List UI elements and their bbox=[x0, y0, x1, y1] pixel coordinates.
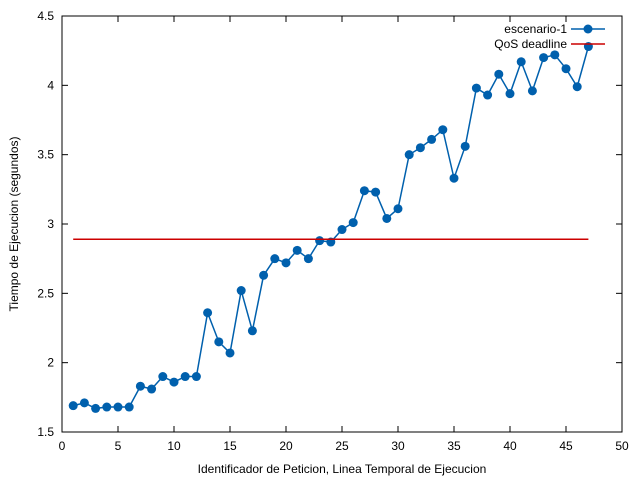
data-point bbox=[404, 150, 414, 160]
legend-swatch-marker bbox=[583, 24, 593, 34]
x-tick-label: 10 bbox=[167, 439, 181, 453]
x-tick-label: 45 bbox=[559, 439, 573, 453]
data-point bbox=[91, 403, 101, 413]
data-point bbox=[371, 187, 381, 197]
data-point bbox=[483, 90, 493, 100]
legend-label: QoS deadline bbox=[494, 37, 567, 51]
y-axis-label: Tiempo de Ejecucion (segundos) bbox=[7, 137, 21, 312]
data-point bbox=[315, 236, 325, 246]
data-point bbox=[303, 254, 313, 264]
x-tick-label: 30 bbox=[391, 439, 405, 453]
y-tick-label: 3.5 bbox=[37, 148, 54, 162]
tick-labels: 0 5 10 15 20 25 30 35 40 45 50 1.5 2 2.5 3 3.5 4 4.5 bbox=[37, 9, 629, 453]
data-point bbox=[225, 348, 235, 358]
data-point bbox=[259, 270, 269, 280]
x-tick-label: 20 bbox=[279, 439, 293, 453]
data-point bbox=[471, 83, 481, 93]
axes-ticks bbox=[61, 15, 623, 433]
y-tick-label: 4 bbox=[47, 78, 54, 92]
x-tick-label: 40 bbox=[503, 439, 517, 453]
data-point bbox=[539, 53, 549, 63]
data-point bbox=[102, 402, 112, 412]
data-point bbox=[203, 308, 213, 318]
data-point bbox=[180, 372, 190, 382]
data-point bbox=[113, 402, 123, 412]
data-point bbox=[281, 258, 291, 268]
data-point bbox=[79, 398, 89, 408]
data-point bbox=[124, 402, 134, 412]
data-point bbox=[550, 50, 560, 60]
plot-frame bbox=[61, 15, 623, 433]
data-point bbox=[270, 254, 280, 264]
data-point bbox=[393, 204, 403, 214]
plot-series bbox=[68, 42, 593, 413]
data-point bbox=[494, 69, 504, 79]
data-point bbox=[572, 82, 582, 92]
data-point bbox=[516, 57, 526, 67]
data-point bbox=[214, 337, 224, 347]
data-point bbox=[191, 372, 201, 382]
y-tick-label: 4.5 bbox=[37, 9, 54, 23]
data-point bbox=[427, 134, 437, 144]
data-point bbox=[415, 143, 425, 153]
data-point bbox=[247, 326, 257, 336]
y-tick-label: 1.5 bbox=[37, 425, 54, 439]
y-tick-label: 2.5 bbox=[37, 286, 54, 300]
data-point bbox=[348, 218, 358, 228]
data-point bbox=[505, 89, 515, 99]
data-point bbox=[337, 225, 347, 235]
data-point bbox=[438, 125, 448, 135]
data-point bbox=[158, 372, 168, 382]
x-tick-label: 35 bbox=[447, 439, 461, 453]
data-point bbox=[169, 377, 179, 387]
x-tick-label: 0 bbox=[59, 439, 66, 453]
y-tick-label: 2 bbox=[47, 356, 54, 370]
data-point bbox=[359, 186, 369, 196]
data-point bbox=[147, 384, 157, 394]
data-point bbox=[135, 381, 145, 391]
x-tick-label: 50 bbox=[615, 439, 629, 453]
data-point bbox=[292, 245, 302, 255]
x-tick-label: 5 bbox=[115, 439, 122, 453]
x-tick-label: 25 bbox=[335, 439, 349, 453]
data-point bbox=[236, 286, 246, 296]
series-line-1 bbox=[73, 46, 590, 410]
data-point bbox=[561, 64, 571, 74]
legend-label: escenario-1 bbox=[504, 22, 567, 36]
data-point bbox=[460, 141, 470, 151]
x-axis-label: Identificador de Peticion, Linea Tempora… bbox=[198, 462, 487, 476]
data-point bbox=[68, 401, 78, 411]
data-point bbox=[527, 86, 537, 96]
y-tick-label: 3 bbox=[47, 217, 54, 231]
data-point bbox=[449, 173, 459, 183]
data-point bbox=[382, 213, 392, 223]
x-tick-label: 15 bbox=[223, 439, 237, 453]
